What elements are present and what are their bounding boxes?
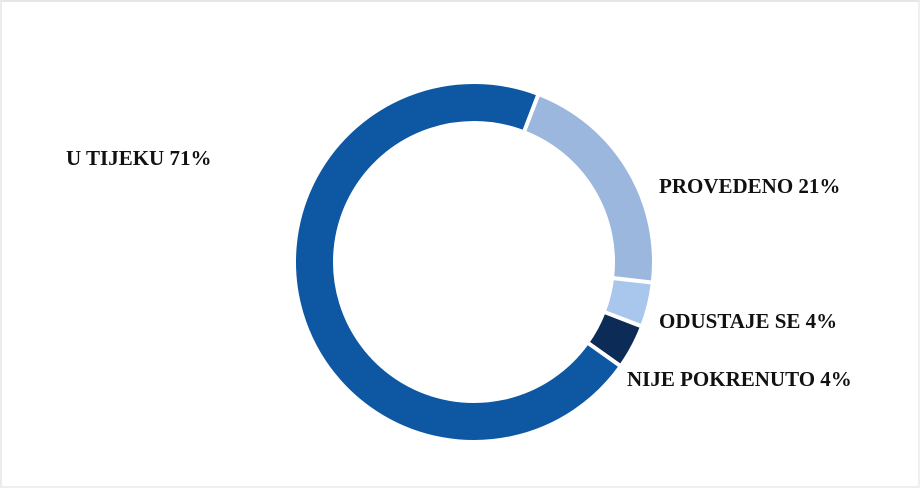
donut-slices bbox=[292, 80, 656, 444]
label-u-tijeku: U TIJEKU 71% bbox=[66, 146, 211, 170]
label-provedeno: PROVEDENO 21% bbox=[659, 174, 840, 198]
label-nije-pokrenuto: NIJE POKRENUTO 4% bbox=[627, 367, 852, 391]
slice-u-tijeku bbox=[292, 80, 623, 444]
label-odustaje-se: ODUSTAJE SE 4% bbox=[659, 309, 837, 333]
slice-provedeno bbox=[521, 91, 656, 285]
